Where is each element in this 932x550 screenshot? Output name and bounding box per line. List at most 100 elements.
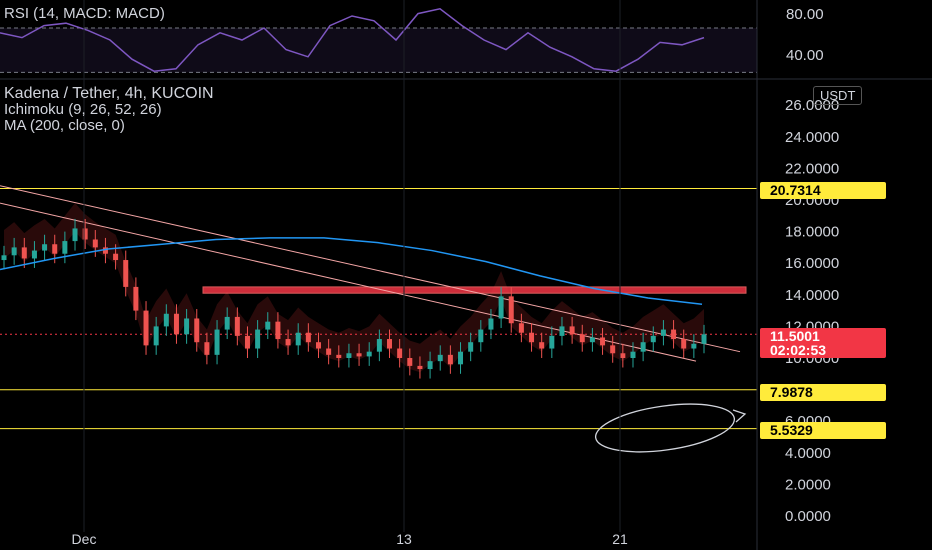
candle-body (630, 351, 636, 358)
candle-body (336, 354, 342, 358)
candle-body (397, 348, 403, 358)
candle-body (559, 326, 565, 336)
candle-body (610, 345, 616, 354)
candle-body (72, 228, 78, 242)
candle-body (437, 354, 443, 362)
candle-body (42, 244, 48, 251)
candle-body (346, 353, 352, 358)
candle-body (285, 339, 291, 346)
bar-countdown: 02:02:53 (770, 342, 827, 358)
ma-200-line (0, 237, 703, 306)
candle-body (265, 321, 271, 330)
ichimoku-legend[interactable]: Ichimoku (9, 26, 52, 26) (4, 101, 162, 118)
candle-body (62, 241, 68, 254)
candle-body (518, 323, 524, 333)
candle-body (163, 313, 169, 327)
candle-body (133, 286, 139, 311)
candle-body (650, 335, 656, 343)
candle-body (671, 329, 677, 340)
arrow-annotation (732, 409, 747, 423)
candle-body (326, 348, 332, 355)
ma-legend[interactable]: MA (200, close, 0) (4, 117, 125, 134)
candle-body (102, 247, 108, 254)
candle-body (275, 321, 281, 340)
current-price: 11.5001 (770, 328, 820, 344)
candle-body (224, 316, 230, 330)
rsi-tick-80: 80.00 (786, 6, 824, 23)
candle-body (376, 339, 382, 352)
x-tick-label: 13 (396, 531, 412, 547)
candle-body (660, 329, 666, 336)
y-tick-label: 26.0000 (785, 97, 839, 114)
candle-body (691, 343, 697, 349)
candle-body (143, 310, 149, 346)
candle-body (447, 354, 453, 365)
candle-body (539, 342, 545, 349)
candle-body (173, 313, 179, 335)
candle-body (488, 318, 494, 330)
candle-body (407, 358, 413, 366)
ichimoku-cloud (4, 203, 704, 373)
currency-button[interactable]: USDT (813, 86, 863, 105)
rsi-band (0, 28, 757, 73)
candle-body (11, 247, 17, 256)
candle-body (204, 342, 210, 355)
candle-body (589, 337, 595, 343)
candle-body (92, 239, 98, 248)
candle-body (417, 365, 423, 370)
candle-body (305, 332, 311, 343)
candle-body (153, 326, 159, 346)
rsi-tick-40: 40.00 (786, 47, 824, 64)
candle-body (529, 332, 535, 343)
candle-body (458, 351, 464, 365)
rsi-line (0, 7, 705, 72)
candle-body (549, 335, 555, 349)
candle-body (234, 316, 240, 336)
price-axis: 26.000024.000022.000020.000018.000016.00… (785, 97, 839, 525)
time-axis: Dec 13 21 (72, 0, 628, 547)
candle-body (498, 296, 504, 319)
symbol-title[interactable]: Kadena / Tether, 4h, KUCOIN (4, 85, 214, 102)
candle-body (82, 228, 88, 240)
rsi-legend: RSI (14, MACD: MACD) (4, 5, 165, 22)
rsi-panel (0, 7, 757, 73)
main-panel (0, 185, 757, 453)
candle-body (113, 253, 119, 261)
candle-body (244, 335, 250, 349)
candle-body (387, 339, 393, 349)
candle-body (427, 361, 433, 370)
candle-body (31, 250, 37, 259)
candle-body (315, 342, 321, 349)
level-tag-low: 5.5329 (760, 422, 886, 439)
candle-body (184, 318, 190, 335)
candle-body (620, 353, 626, 358)
y-tick-label: 0.0000 (785, 508, 831, 525)
y-tick-label: 18.0000 (785, 224, 839, 241)
candle-body (478, 329, 484, 343)
level-tag-upper: 20.7314 (760, 182, 886, 199)
y-tick-label: 14.0000 (785, 287, 839, 304)
x-tick-label: Dec (72, 531, 97, 547)
y-tick-label: 24.0000 (785, 129, 839, 146)
y-tick-label: 16.0000 (785, 255, 839, 272)
circle-annotation (594, 403, 736, 453)
candle-body (600, 337, 606, 346)
candle-body (579, 334, 585, 343)
candle-body (123, 260, 129, 287)
candle-body (194, 318, 200, 343)
trendline-upper (0, 185, 741, 353)
candle-body (255, 329, 261, 349)
candle-body (52, 244, 58, 254)
current-price-tag: 11.5001 02:02:53 (760, 328, 886, 358)
candle-body (214, 329, 220, 355)
candle-body (1, 255, 7, 261)
y-tick-label: 4.0000 (785, 445, 831, 462)
y-tick-label: 22.0000 (785, 160, 839, 177)
candle-body (295, 332, 301, 346)
candle-body (508, 296, 514, 324)
candle-body (569, 326, 575, 335)
candle-body (468, 342, 474, 352)
candle-body (356, 353, 362, 357)
y-tick-label: 2.0000 (785, 476, 831, 493)
